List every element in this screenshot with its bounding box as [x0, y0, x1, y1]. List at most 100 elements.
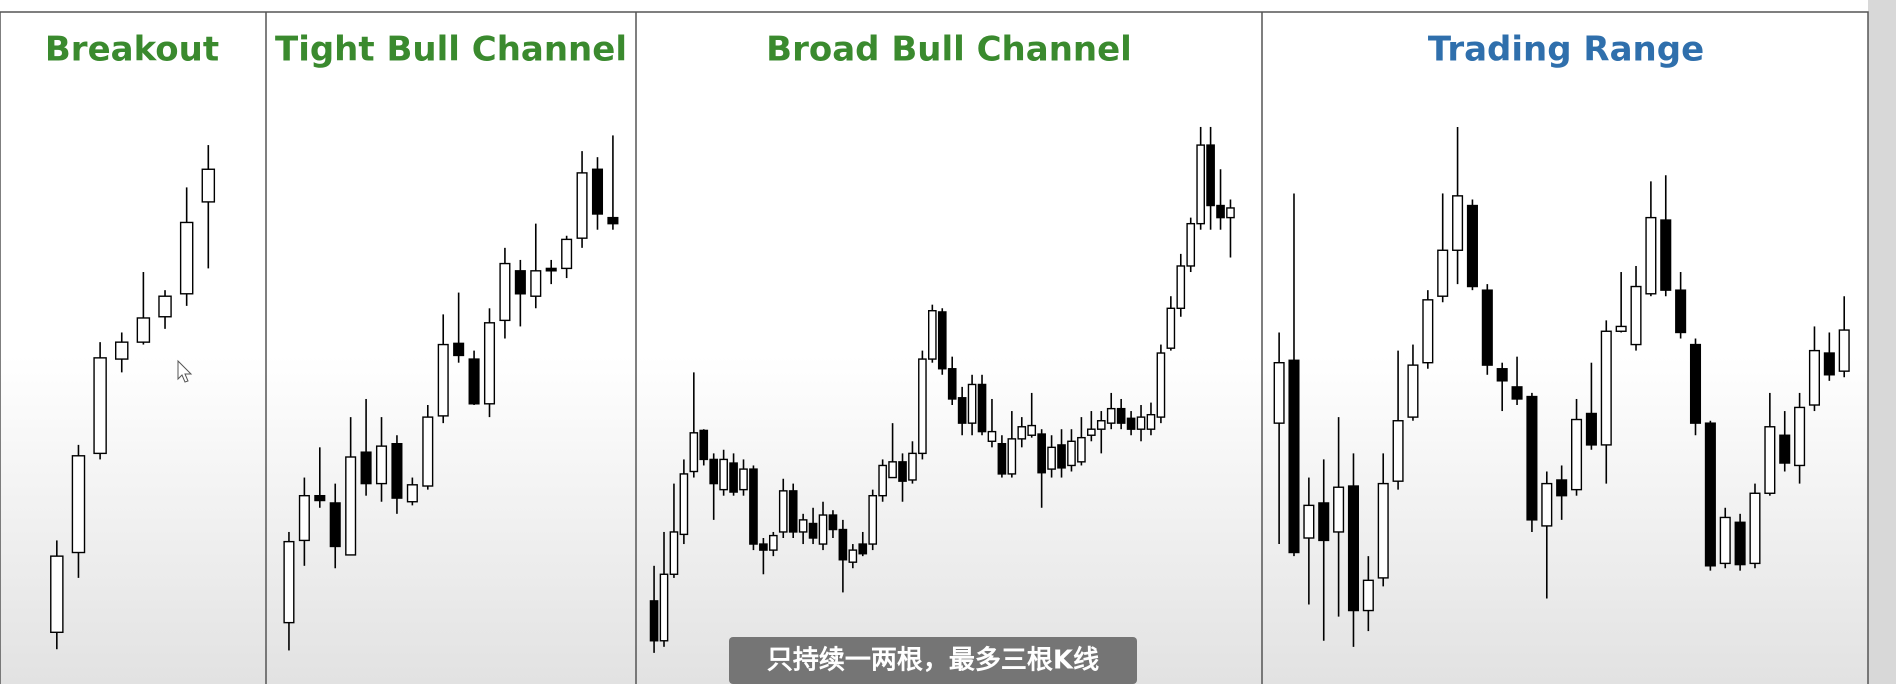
candle-body [1794, 406, 1806, 467]
candle-body [329, 502, 341, 548]
candle-body [808, 522, 818, 539]
candle-body [576, 172, 588, 239]
panel-title: Tight Bull Channel [275, 30, 627, 70]
candle-body [1057, 444, 1066, 469]
candle-body [406, 484, 418, 503]
candle-body [1196, 144, 1205, 225]
candle-body [1407, 364, 1419, 418]
candle-body [360, 451, 372, 485]
candle-body [918, 358, 927, 455]
candle-body [283, 540, 295, 624]
candle-body [1526, 395, 1538, 521]
mouse-cursor [177, 359, 193, 383]
candle-body [739, 468, 748, 491]
candle-body [483, 322, 496, 405]
candle-body [391, 443, 403, 499]
candle-body [1392, 420, 1404, 482]
candle-body [345, 456, 357, 556]
candle-body [1106, 407, 1116, 424]
candle-body [1067, 440, 1076, 467]
candle-body [888, 461, 897, 479]
candle-body [1288, 359, 1300, 554]
candle-body [1704, 422, 1716, 567]
candle-body [1808, 349, 1821, 406]
candle-body [1116, 407, 1126, 424]
candle-body [499, 262, 511, 322]
candle-body [71, 455, 86, 554]
candle-body [1422, 299, 1434, 364]
candle-body [93, 357, 107, 455]
candle-body [987, 430, 997, 442]
candle-body [1047, 446, 1056, 470]
candle-body [848, 549, 858, 563]
candle-body [136, 317, 151, 343]
candle-body [1779, 434, 1791, 464]
candle-body [1689, 343, 1702, 424]
candle-body [928, 310, 937, 360]
candle-body [1615, 325, 1627, 332]
candle-body [1007, 438, 1017, 475]
candle-body [1166, 307, 1176, 349]
candle-body [561, 238, 573, 270]
candle-body [1096, 420, 1106, 430]
candle-body [1496, 368, 1508, 382]
panel-title: Broad Bull Channel [766, 30, 1132, 70]
candle-body [1660, 219, 1672, 291]
candle-body [709, 458, 719, 485]
candle-body [1377, 482, 1389, 579]
candle-body [1077, 436, 1086, 463]
candle-body [957, 397, 967, 424]
candle-body [699, 429, 709, 461]
candle-body [1823, 352, 1835, 376]
candle-body [898, 461, 907, 482]
candle-body [1764, 426, 1776, 494]
candle-body [669, 531, 679, 575]
subtitle: 只持续一两根，最多三根K线 [767, 645, 1099, 676]
candle-body [1630, 285, 1642, 346]
candle-body [1734, 521, 1746, 566]
candle-body [1347, 485, 1360, 612]
candle-body [937, 311, 947, 370]
candle-body [1156, 352, 1166, 418]
candle-body [778, 490, 788, 533]
candle-body [868, 494, 878, 545]
candle-body [1541, 482, 1553, 527]
frame [0, 11, 1869, 684]
edge-strip [1868, 0, 1896, 684]
candle-body [1645, 216, 1657, 295]
candle-body [828, 514, 838, 531]
candle-body [1136, 416, 1146, 430]
candle-body [1126, 417, 1136, 430]
candle-body [967, 383, 977, 424]
candle-body [1511, 386, 1523, 400]
candle-body [838, 528, 848, 561]
candle-body [1333, 486, 1345, 533]
candle-body [1749, 492, 1761, 565]
candle-body [50, 555, 64, 634]
candle-body [1087, 428, 1096, 436]
candle-body [798, 519, 808, 533]
candle-body [908, 452, 917, 481]
candle-body [1146, 413, 1156, 430]
candle-body [1838, 329, 1850, 372]
candle-body [679, 473, 689, 536]
candle-body [179, 221, 194, 295]
candle-body [858, 543, 868, 555]
candle-body [1176, 265, 1186, 309]
candle-body [1600, 330, 1612, 446]
panel-title: Breakout [45, 30, 219, 70]
candle-body [591, 168, 604, 215]
candle-body [689, 432, 699, 473]
candle-body [201, 168, 216, 203]
candle-body [1027, 424, 1037, 436]
candle-body [1719, 516, 1731, 565]
candle-body [659, 573, 669, 642]
candle-body [1466, 204, 1478, 288]
candle-body [878, 464, 887, 497]
candle-body [749, 468, 758, 545]
candle-body [1452, 195, 1464, 251]
candle-body [768, 534, 778, 551]
candle-body [607, 216, 619, 225]
candle-body [1556, 479, 1568, 497]
